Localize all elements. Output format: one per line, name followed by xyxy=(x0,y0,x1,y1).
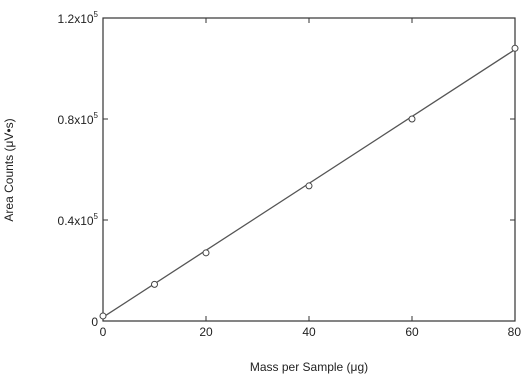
y-tick-label: 0.8x105 xyxy=(58,111,99,127)
plot-frame xyxy=(102,17,516,322)
data-point xyxy=(99,312,107,320)
y-tick-label: 0 xyxy=(91,315,98,329)
points-layer xyxy=(99,44,519,320)
x-tick-label: 80 xyxy=(508,325,522,339)
data-point xyxy=(408,115,416,123)
x-tick-label: 20 xyxy=(199,325,213,339)
x-tick-label: 60 xyxy=(405,325,419,339)
y-tick-label: 1.2x105 xyxy=(58,10,99,26)
x-tick-label: 0 xyxy=(100,325,107,339)
x-tick-label: 40 xyxy=(302,325,316,339)
data-point xyxy=(305,182,313,190)
data-point xyxy=(511,44,519,52)
data-point xyxy=(151,280,158,288)
x-axis-title: Mass per Sample (μg) xyxy=(250,360,368,374)
ticks-layer: 0 20 40 60 80 0 0.4x105 0.8x105 1.2x105 xyxy=(58,10,522,339)
y-axis-title: Area Counts (μV•s) xyxy=(2,118,16,221)
y-tick-label: 0.4x105 xyxy=(58,212,99,228)
data-point xyxy=(202,249,210,257)
